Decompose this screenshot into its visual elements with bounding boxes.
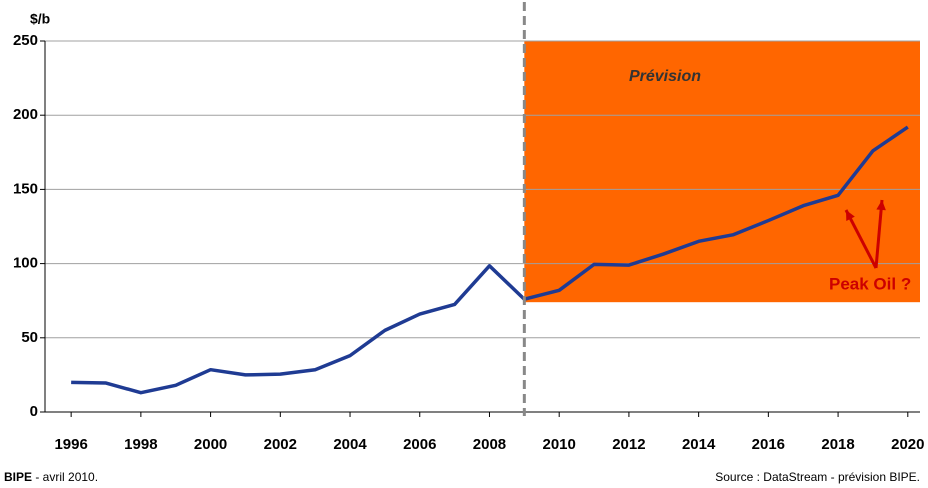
x-tick-label: 2004 — [333, 436, 367, 453]
x-tick-label: 2006 — [403, 436, 436, 453]
peak-oil-label: Peak Oil ? — [829, 274, 911, 293]
x-tick-label: 2000 — [194, 436, 227, 453]
x-tick-label: 2002 — [264, 436, 297, 453]
y-tick-label: 100 — [13, 255, 38, 272]
y-axis-label: $/b — [30, 11, 50, 27]
footer-bold: BIPE — [4, 470, 32, 484]
y-tick-label: 200 — [13, 106, 38, 123]
arrow-head — [876, 200, 886, 211]
x-tick-label: 2012 — [612, 436, 645, 453]
x-tick-label: 2010 — [543, 436, 576, 453]
footer-right: Source : DataStream - prévision BIPE. — [715, 470, 920, 484]
background-layer: Prévision — [45, 40, 920, 339]
data-line — [71, 125, 909, 395]
y-tick-label: 250 — [13, 32, 38, 49]
forecast-region — [524, 41, 920, 303]
forecast-label: Prévision — [629, 68, 701, 85]
x-tick-label: 1998 — [124, 436, 157, 453]
x-tick-label: 2008 — [473, 436, 506, 453]
x-tick-label: 2020 — [891, 436, 924, 453]
footer-text: - avril 2010. — [32, 470, 98, 484]
plot-area: Peak Oil ? — [71, 125, 911, 395]
y-tick-label: 50 — [21, 329, 38, 346]
arrow-shaft — [844, 209, 878, 269]
x-tick-label: 2014 — [682, 436, 716, 453]
arrow-shaft — [874, 199, 884, 269]
x-tick-label: 2016 — [752, 436, 785, 453]
x-tick-label: 2018 — [821, 436, 854, 453]
y-tick-label: 0 — [30, 403, 38, 420]
x-tick-label: 1996 — [54, 436, 87, 453]
y-tick-label: 150 — [13, 180, 38, 197]
footer-left: BIPE - avril 2010. — [4, 470, 98, 484]
arrow-head — [846, 210, 855, 221]
